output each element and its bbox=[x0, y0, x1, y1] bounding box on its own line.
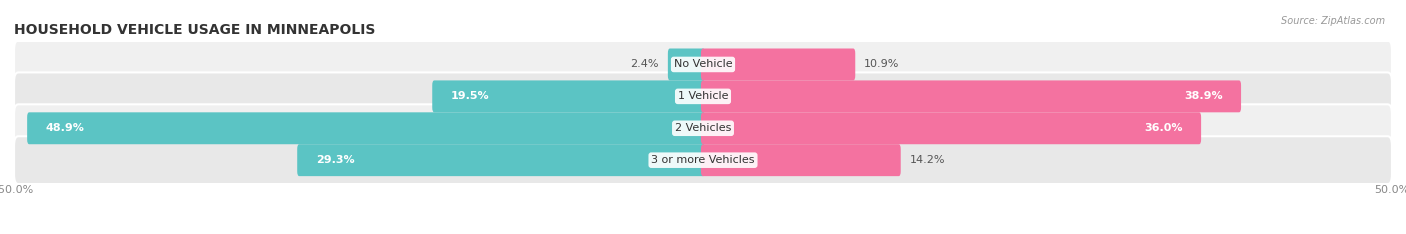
Text: 1 Vehicle: 1 Vehicle bbox=[678, 91, 728, 101]
FancyBboxPatch shape bbox=[702, 112, 1201, 144]
FancyBboxPatch shape bbox=[702, 48, 855, 80]
FancyBboxPatch shape bbox=[14, 73, 1392, 120]
FancyBboxPatch shape bbox=[432, 80, 704, 112]
FancyBboxPatch shape bbox=[14, 136, 1392, 184]
Text: 2.4%: 2.4% bbox=[630, 59, 659, 69]
Text: 38.9%: 38.9% bbox=[1184, 91, 1222, 101]
Text: 3 or more Vehicles: 3 or more Vehicles bbox=[651, 155, 755, 165]
Text: 2 Vehicles: 2 Vehicles bbox=[675, 123, 731, 133]
FancyBboxPatch shape bbox=[297, 144, 704, 176]
Text: No Vehicle: No Vehicle bbox=[673, 59, 733, 69]
FancyBboxPatch shape bbox=[702, 80, 1241, 112]
FancyBboxPatch shape bbox=[668, 48, 704, 80]
FancyBboxPatch shape bbox=[702, 144, 901, 176]
Text: 14.2%: 14.2% bbox=[910, 155, 945, 165]
Text: 10.9%: 10.9% bbox=[865, 59, 900, 69]
Text: 48.9%: 48.9% bbox=[46, 123, 84, 133]
Text: 29.3%: 29.3% bbox=[316, 155, 354, 165]
Text: HOUSEHOLD VEHICLE USAGE IN MINNEAPOLIS: HOUSEHOLD VEHICLE USAGE IN MINNEAPOLIS bbox=[14, 23, 375, 37]
FancyBboxPatch shape bbox=[27, 112, 704, 144]
Text: 19.5%: 19.5% bbox=[451, 91, 489, 101]
Text: 36.0%: 36.0% bbox=[1144, 123, 1182, 133]
Legend: Owner-occupied, Renter-occupied: Owner-occupied, Renter-occupied bbox=[569, 231, 837, 234]
FancyBboxPatch shape bbox=[14, 40, 1392, 88]
FancyBboxPatch shape bbox=[14, 104, 1392, 152]
Text: Source: ZipAtlas.com: Source: ZipAtlas.com bbox=[1281, 16, 1385, 26]
